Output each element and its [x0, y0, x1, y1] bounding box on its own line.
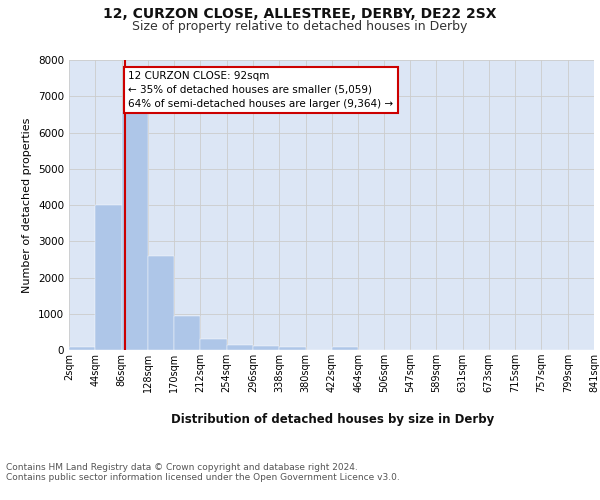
Text: Contains HM Land Registry data © Crown copyright and database right 2024.
Contai: Contains HM Land Registry data © Crown c…	[6, 462, 400, 482]
Bar	[253, 346, 279, 350]
Text: 12, CURZON CLOSE, ALLESTREE, DERBY, DE22 2SX: 12, CURZON CLOSE, ALLESTREE, DERBY, DE22…	[103, 8, 497, 22]
Text: Size of property relative to detached houses in Derby: Size of property relative to detached ho…	[133, 20, 467, 33]
Y-axis label: Number of detached properties: Number of detached properties	[22, 118, 32, 292]
Bar	[95, 205, 122, 350]
Bar	[279, 348, 305, 350]
Text: Distribution of detached houses by size in Derby: Distribution of detached houses by size …	[172, 412, 494, 426]
Bar	[174, 316, 200, 350]
Bar	[148, 256, 174, 350]
Bar	[122, 111, 148, 350]
Bar	[200, 339, 227, 350]
Bar	[227, 346, 253, 350]
Bar	[332, 346, 358, 350]
Text: 12 CURZON CLOSE: 92sqm
← 35% of detached houses are smaller (5,059)
64% of semi-: 12 CURZON CLOSE: 92sqm ← 35% of detached…	[128, 71, 394, 109]
Bar	[69, 347, 95, 350]
